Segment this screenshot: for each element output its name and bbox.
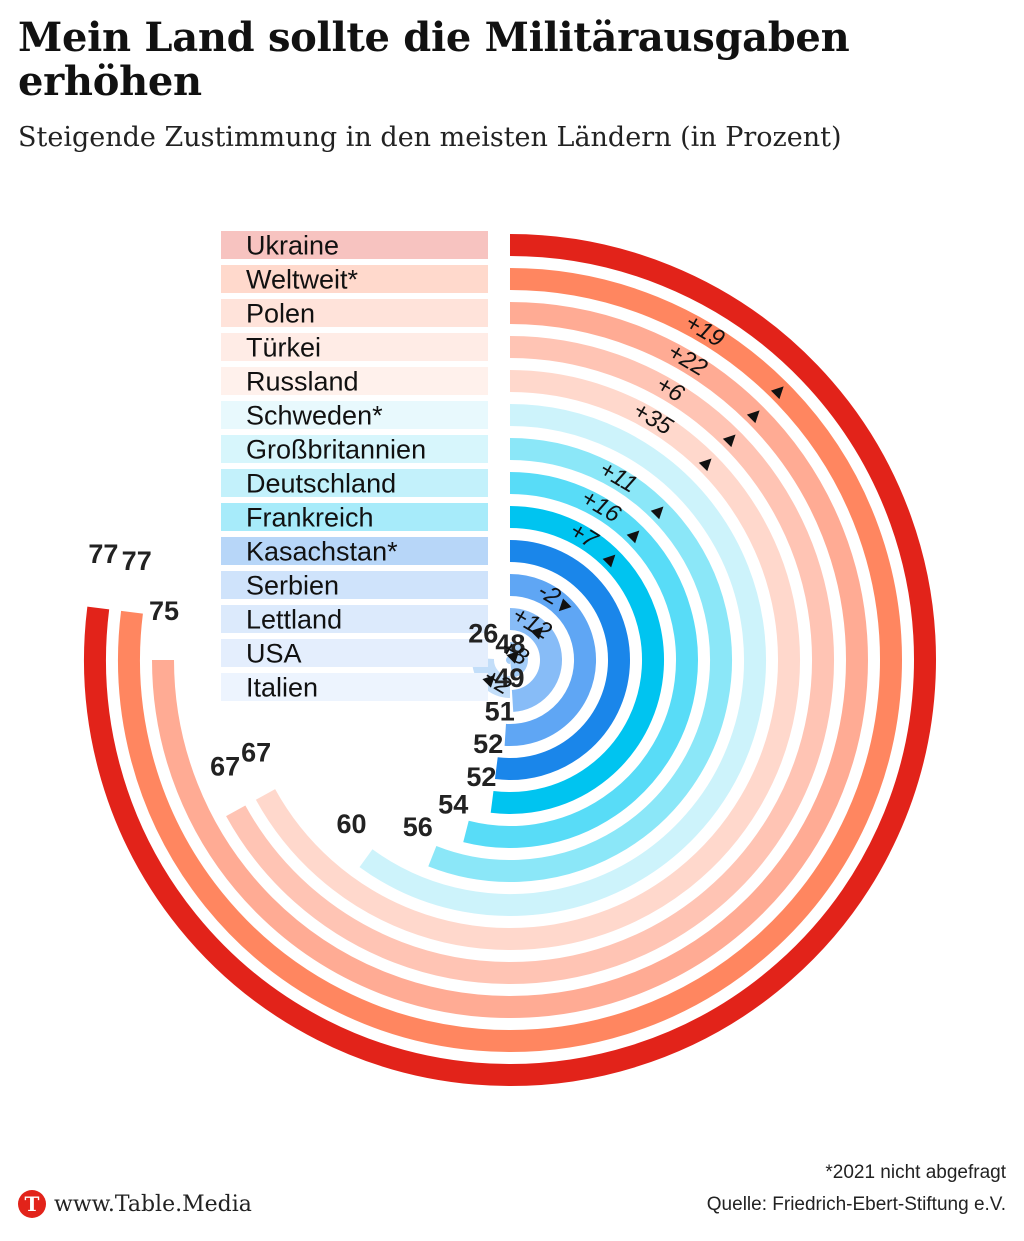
legend-label-serbien: Serbien [246,571,339,601]
legend-label-tuerkei: Türkei [246,333,321,363]
value-label-ukraine: 77 [88,539,118,569]
change-arrow-deutschland [626,530,640,544]
ring-bar-lettland [509,608,562,712]
ring-bar-russland [255,370,800,950]
legend-swatch-grossbritannien [221,435,488,463]
ring-bar-grossbritannien [428,438,732,882]
value-label-deutschland: 54 [438,790,468,820]
ring-bar-deutschland [463,472,698,848]
change-arrow-weltweit [770,386,784,400]
change-arrow-russland [698,458,712,472]
legend-label-usa: USA [246,639,302,669]
value-label-serbien: 51 [485,696,515,726]
brand[interactable]: T www.Table.Media [18,1190,252,1218]
legend-swatch-weltweit [221,265,488,293]
legend-swatch-frankreich [221,503,488,531]
ring-bar-tuerkei [226,336,834,984]
legend-label-schweden: Schweden* [246,401,383,431]
change-arrow-serbien [558,598,572,612]
legend-swatch-polen [221,299,488,327]
legend-label-deutschland: Deutschland [246,469,396,499]
value-label-polen: 75 [149,596,179,626]
change-arrow-italien [482,674,496,688]
legend-swatch-deutschland [221,469,488,497]
legend-swatch-lettland [221,605,488,633]
ring-bar-polen [152,302,868,1018]
legend-swatch-kasachstan [221,537,488,565]
footnote: *2021 nicht abgefragt [825,1162,1006,1183]
brand-url: www.Table.Media [54,1191,252,1217]
legend-label-polen: Polen [246,299,315,329]
value-label-lettland: 49 [494,663,524,693]
ring-bar-schweden [359,404,766,916]
ring-bar-serbien [504,574,596,746]
legend-label-frankreich: Frankreich [246,503,374,533]
value-label-grossbritannien: 56 [403,812,433,842]
value-label-russland: 67 [241,738,271,768]
legend-swatch-tuerkei [221,333,488,361]
legend-label-russland: Russland [246,367,359,397]
legend-swatch-ukraine [221,231,488,259]
legend-label-grossbritannien: Großbritannien [246,435,426,465]
legend-swatch-usa [221,639,488,667]
change-arrow-frankreich [602,554,616,568]
legend-swatch-russland [221,367,488,395]
chart-subtitle: Steigende Zustimmung in den meisten Länd… [18,122,842,153]
chart-title: Mein Land sollte die Militärausgaben erh… [18,14,850,105]
ring-bar-ukraine [84,234,936,1086]
legend-swatch-italien [221,673,488,701]
value-label-tuerkei: 67 [210,752,240,782]
ring-bar-kasachstan [494,540,630,780]
legend-label-lettland: Lettland [246,605,342,635]
legend-label-italien: Italien [246,673,318,703]
source-note: Quelle: Friedrich-Ebert-Stiftung e.V. [706,1194,1006,1215]
change-arrow-tuerkei [722,434,736,448]
value-label-kasachstan: 52 [473,729,503,759]
table-media-logo-icon: T [18,1190,46,1218]
value-label-weltweit: 77 [122,546,152,576]
ring-bar-frankreich [490,506,664,814]
change-arrow-polen [746,410,760,424]
legend-label-kasachstan: Kasachstan* [246,537,398,567]
value-label-frankreich: 52 [466,762,496,792]
change-arrow-lettland [530,626,544,640]
value-label-italien: 26 [468,618,498,648]
legend-swatch-schweden [221,401,488,429]
value-label-schweden: 60 [336,809,366,839]
legend-swatch-serbien [221,571,488,599]
legend: Ukraine Weltweit* Polen Türkei Russland Schwe… [221,231,488,703]
legend-label-ukraine: Ukraine [246,231,339,261]
legend-label-weltweit: Weltweit* [246,265,359,295]
